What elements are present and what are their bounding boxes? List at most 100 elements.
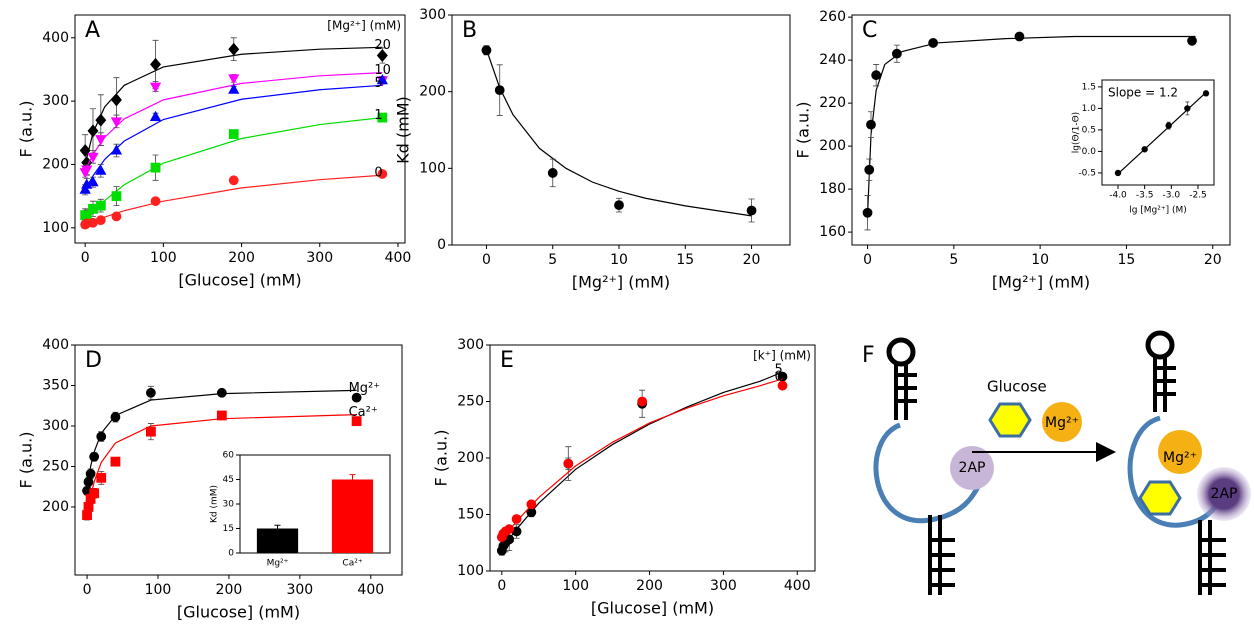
marker xyxy=(377,169,388,179)
error-bar xyxy=(274,524,281,529)
y-tick-label: 200 xyxy=(42,156,69,172)
marker xyxy=(228,175,239,186)
probe-2ap xyxy=(950,446,994,490)
x-tick-label: -2.5 xyxy=(1189,191,1207,201)
marker xyxy=(862,207,873,218)
bound-glucose xyxy=(1138,480,1182,516)
panel: -0.5 0.0 0.5 1.0 1.5 lg(Θ/1-Θ) -4.0 -3.5 -3.0 -2.… xyxy=(1072,79,1215,216)
marker xyxy=(110,456,121,467)
y-axis-label: F (a.u.) xyxy=(432,430,451,487)
marker xyxy=(1184,105,1191,112)
legend-title: [Mg²⁺] (mM) xyxy=(327,19,401,33)
y-tick-label: 1.0 xyxy=(1082,104,1097,114)
marker xyxy=(351,392,362,403)
fit-curve xyxy=(86,389,357,495)
marker xyxy=(87,124,99,138)
series-label: Ca²⁺ xyxy=(349,405,378,420)
y-tick-label: 0 xyxy=(228,549,234,559)
stem xyxy=(1198,520,1226,595)
panel: 0 100 200 300 Kd (mM) B 0 5 10 15 20 [Mg²⁺] (mM) xyxy=(394,7,791,292)
x-tick-label: Mg²⁺ xyxy=(267,559,289,569)
plot-frame xyxy=(451,14,791,246)
panel-label: B xyxy=(462,18,477,43)
x-axis-label: [Mg²⁺] (mM) xyxy=(992,273,1090,292)
series-label: 1 xyxy=(374,108,382,123)
marker xyxy=(83,502,94,512)
x-tick-label: 300 xyxy=(286,582,313,598)
panel-label: C xyxy=(862,18,877,43)
x-tick-label: -3.5 xyxy=(1136,191,1154,201)
marker xyxy=(110,144,123,155)
marker xyxy=(864,164,875,175)
x-tick-label: 400 xyxy=(357,582,384,598)
y-tick-label: 300 xyxy=(457,337,484,353)
marker xyxy=(110,117,123,128)
y-tick-label: 30 xyxy=(223,500,235,510)
y-tick-label: 1.5 xyxy=(1082,82,1096,92)
series-label: Mg²⁺ xyxy=(349,381,381,396)
marker xyxy=(777,380,788,391)
y-tick-label: 0.5 xyxy=(1082,125,1096,135)
series-label: 10 xyxy=(374,63,391,78)
probe-label: 2AP xyxy=(959,460,986,476)
x-tick-label: 200 xyxy=(216,582,243,598)
y-axis-label: Kd (mM) xyxy=(394,96,413,164)
marker xyxy=(376,74,388,85)
x-tick-label: 20 xyxy=(743,252,761,268)
marker xyxy=(228,42,240,56)
y-tick-label: 300 xyxy=(42,418,69,434)
marker xyxy=(150,162,161,173)
y-axis-label: lg(Θ/1-Θ) xyxy=(1072,112,1082,153)
marker xyxy=(351,416,362,427)
bar xyxy=(256,528,299,553)
y-tick-label: 0 xyxy=(437,237,446,253)
x-tick-label: 0 xyxy=(497,578,506,594)
panel-label: D xyxy=(85,348,102,373)
marker xyxy=(228,129,239,139)
marker xyxy=(95,164,107,175)
marker xyxy=(871,70,882,81)
y-tick-label: 200 xyxy=(819,138,846,154)
series-label: 5 xyxy=(775,363,783,378)
marker xyxy=(216,410,227,421)
glucose-hexagon xyxy=(988,402,1032,438)
x-tick-label: 200 xyxy=(228,250,255,266)
marker xyxy=(1187,35,1197,46)
marker xyxy=(216,387,227,398)
x-tick-label: 15 xyxy=(676,252,694,268)
marker xyxy=(95,200,106,211)
y-tick-label: 100 xyxy=(42,220,69,236)
marker xyxy=(95,215,106,226)
marker xyxy=(95,113,107,127)
marker xyxy=(1165,122,1172,129)
bar xyxy=(331,479,374,553)
y-tick-label: 100 xyxy=(419,160,446,176)
marker xyxy=(95,135,107,146)
marker xyxy=(149,82,162,93)
marker xyxy=(637,396,648,407)
marker xyxy=(504,524,515,535)
y-tick-label: 350 xyxy=(42,377,69,393)
x-axis-label: [Glucose] (mM) xyxy=(177,603,300,622)
marker xyxy=(228,83,240,94)
panel: 100 150 200 250 300 F (a.u.) E 0 100 200 300 400 [Gl… xyxy=(432,337,816,618)
y-tick-label: 200 xyxy=(457,450,484,466)
y-axis-label: F (a.u.) xyxy=(17,432,36,489)
panel-label: A xyxy=(85,18,100,43)
marker xyxy=(228,74,240,85)
marker xyxy=(145,387,156,398)
fit-curve xyxy=(501,371,783,549)
y-axis-label: F (a.u.) xyxy=(17,101,36,158)
marker xyxy=(526,499,537,510)
x-tick-label: 10 xyxy=(1031,252,1049,268)
series-label: 0 xyxy=(775,369,783,384)
y-tick-label: 180 xyxy=(819,181,846,197)
y-tick-label: 60 xyxy=(223,451,235,461)
x-tick-label: 15 xyxy=(1118,252,1136,268)
marker xyxy=(563,458,574,469)
hairpin-loop xyxy=(1145,330,1175,360)
marker xyxy=(87,175,99,187)
x-tick-label: 0 xyxy=(83,582,92,598)
marker xyxy=(494,85,505,96)
marker xyxy=(81,165,93,176)
